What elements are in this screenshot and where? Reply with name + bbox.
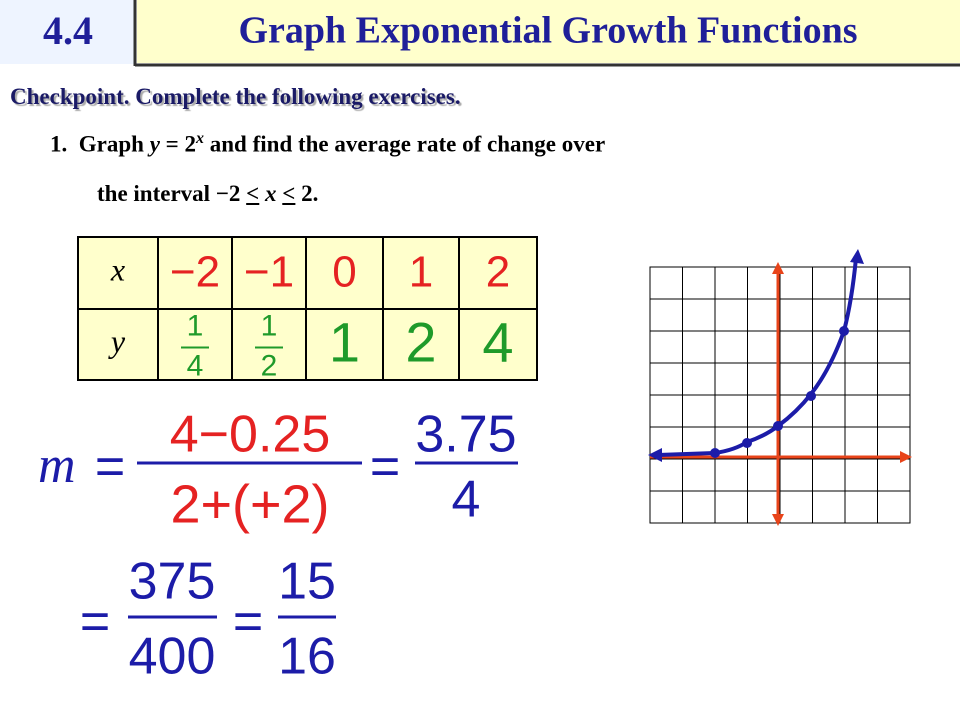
- number-box: [0, 0, 135, 64]
- slide-title: Graph Exponential Growth Functions: [238, 10, 857, 52]
- equals: =: [95, 438, 125, 496]
- numerator: 15: [278, 553, 336, 611]
- text: 2.: [295, 181, 319, 206]
- denominator: 16: [278, 628, 336, 686]
- checkpoint: Checkpoint. Complete the following exerc…: [10, 84, 461, 109]
- point: [773, 421, 783, 431]
- equals: =: [370, 438, 400, 496]
- section-number: 4.4: [43, 8, 93, 53]
- denominator: 400: [129, 628, 216, 686]
- text: the interval −2: [97, 181, 247, 206]
- denominator: 4: [452, 471, 481, 529]
- point: [710, 448, 720, 458]
- grid: [650, 267, 910, 523]
- cell-value: 0: [332, 248, 356, 297]
- cell-value: 1: [409, 248, 433, 297]
- variable: m: [38, 437, 76, 494]
- numerator: 3.75: [415, 406, 516, 464]
- exercise-line: 1. Graph y = 2x and find the average rat…: [50, 130, 605, 158]
- exponent: x: [196, 130, 205, 147]
- exercise-number: 1.: [50, 131, 68, 157]
- cell-value: 2: [405, 310, 436, 373]
- equals: =: [80, 593, 110, 651]
- row-label: y: [108, 323, 126, 359]
- denominator: 2+(+2): [170, 474, 329, 534]
- symbol: <: [246, 181, 260, 206]
- cell-value: −1: [244, 248, 294, 297]
- numerator: 4−0.25: [170, 406, 331, 464]
- arrow: [900, 451, 912, 463]
- work: m = 4−0.25 2+(+2) = 3.75 4 = 375 400 = 1…: [38, 406, 518, 686]
- text: and find the average rate of change over: [204, 131, 606, 157]
- symbol: <: [282, 181, 296, 206]
- variable: y: [149, 131, 160, 157]
- arrow: [772, 514, 784, 526]
- variable: x: [259, 181, 283, 206]
- arrow: [850, 249, 864, 264]
- point: [839, 326, 849, 336]
- point: [806, 391, 816, 401]
- cell-value: −2: [170, 248, 220, 297]
- numerator: 375: [129, 553, 216, 611]
- equals: =: [233, 593, 263, 651]
- cell-value: 1: [329, 310, 360, 373]
- denominator: 2: [261, 349, 278, 382]
- numerator: 1: [261, 309, 278, 342]
- text: = 2: [159, 131, 197, 157]
- cell-value: 2: [486, 248, 510, 297]
- cell-value: 4: [482, 310, 513, 373]
- exercise-line: the interval −2 < x < 2.: [97, 181, 318, 207]
- arrow: [772, 262, 784, 274]
- title-bar: [137, 0, 960, 63]
- row-label: x: [110, 251, 125, 287]
- numerator: 1: [187, 309, 204, 342]
- text: Graph: [78, 131, 150, 157]
- point: [742, 438, 752, 448]
- arrow: [648, 448, 662, 462]
- graph: [648, 249, 912, 526]
- denominator: 4: [187, 349, 204, 382]
